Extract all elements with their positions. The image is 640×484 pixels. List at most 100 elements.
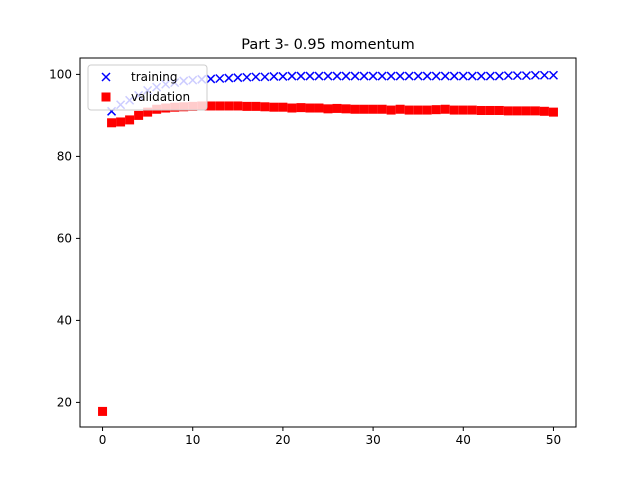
legend-label-validation: validation xyxy=(131,90,190,104)
training-point xyxy=(224,73,234,83)
training-point xyxy=(494,71,504,81)
chart-title: Part 3- 0.95 momentum xyxy=(241,37,414,53)
training-point xyxy=(422,71,432,81)
validation-point xyxy=(359,104,369,114)
axis-ticks: 0 10 20 30 40 50 20 40 60 80 100 xyxy=(49,67,561,447)
validation-point xyxy=(494,105,504,115)
training-point xyxy=(530,70,540,80)
validation-point xyxy=(458,105,468,115)
validation-point xyxy=(278,102,288,112)
validation-point xyxy=(260,102,270,112)
validation-point xyxy=(233,101,243,111)
training-point xyxy=(215,73,225,84)
legend-marker-training xyxy=(101,72,111,82)
validation-point xyxy=(215,101,225,111)
training-point xyxy=(377,71,387,81)
training-point xyxy=(539,70,549,80)
validation-point xyxy=(503,106,513,116)
validation-point xyxy=(305,103,315,113)
validation-point xyxy=(404,105,414,115)
validation-point xyxy=(116,117,126,127)
validation-point xyxy=(431,105,441,115)
validation-point xyxy=(521,106,531,116)
training-point xyxy=(269,71,279,81)
plot-frame xyxy=(79,57,577,428)
plot-series xyxy=(98,70,558,416)
legend-marker-validation xyxy=(101,92,111,102)
y-tick-label: 80 xyxy=(57,149,72,163)
training-point xyxy=(260,72,270,82)
validation-point xyxy=(287,103,297,113)
x-tick-label: 0 xyxy=(99,433,107,447)
training-point xyxy=(413,71,423,81)
validation-point xyxy=(107,118,117,128)
training-point xyxy=(341,71,351,81)
y-tick-label: 40 xyxy=(57,313,72,327)
x-tick-label: 20 xyxy=(275,433,290,447)
training-point xyxy=(350,71,360,81)
validation-point xyxy=(269,102,279,112)
legend-box xyxy=(87,64,208,111)
y-tick-label: 100 xyxy=(49,67,72,81)
training-point xyxy=(323,71,333,81)
training-point xyxy=(503,71,513,81)
validation-point xyxy=(332,103,342,113)
validation-point xyxy=(386,105,396,115)
validation-point xyxy=(314,103,324,113)
training-point xyxy=(449,71,459,81)
validation-point xyxy=(251,101,261,111)
validation-point xyxy=(485,105,495,115)
validation-point xyxy=(413,105,423,115)
training-point xyxy=(404,71,414,81)
series-validation xyxy=(98,101,558,416)
validation-point xyxy=(242,101,252,111)
validation-point xyxy=(440,104,450,114)
validation-point xyxy=(98,406,108,416)
training-point xyxy=(305,71,315,81)
training-point xyxy=(548,70,558,80)
legend: training validation xyxy=(87,64,208,111)
training-point xyxy=(485,71,495,81)
validation-point xyxy=(323,104,333,114)
y-tick-label: 20 xyxy=(57,395,72,409)
validation-point xyxy=(206,101,216,111)
training-point xyxy=(206,74,216,84)
validation-point xyxy=(350,104,360,114)
training-point xyxy=(278,71,288,81)
validation-point xyxy=(530,106,540,116)
training-point xyxy=(521,71,531,81)
validation-point xyxy=(476,105,486,115)
validation-point xyxy=(341,104,351,114)
training-point xyxy=(431,71,441,81)
validation-point xyxy=(395,104,405,114)
training-point xyxy=(287,71,297,81)
validation-point xyxy=(548,107,558,117)
validation-point xyxy=(224,101,234,111)
validation-point xyxy=(143,107,153,117)
validation-point xyxy=(512,106,522,116)
training-point xyxy=(512,71,522,81)
validation-point xyxy=(125,115,135,125)
training-point xyxy=(359,71,369,81)
x-tick-label: 40 xyxy=(456,433,471,447)
training-point xyxy=(467,71,477,81)
training-point xyxy=(251,72,261,82)
validation-point xyxy=(467,105,477,115)
validation-point xyxy=(368,104,378,114)
legend-label-training: training xyxy=(131,70,178,84)
x-tick-label: 10 xyxy=(185,433,200,447)
validation-point xyxy=(539,106,549,116)
training-point xyxy=(314,71,324,81)
validation-point xyxy=(296,103,306,113)
y-tick-label: 60 xyxy=(57,231,72,245)
training-point xyxy=(395,71,405,81)
training-point xyxy=(233,73,243,83)
training-point xyxy=(242,72,252,82)
validation-point xyxy=(422,105,432,115)
validation-point xyxy=(134,110,144,120)
training-point xyxy=(458,71,468,81)
training-point xyxy=(476,71,486,81)
x-tick-label: 50 xyxy=(546,433,561,447)
training-point xyxy=(332,71,342,81)
